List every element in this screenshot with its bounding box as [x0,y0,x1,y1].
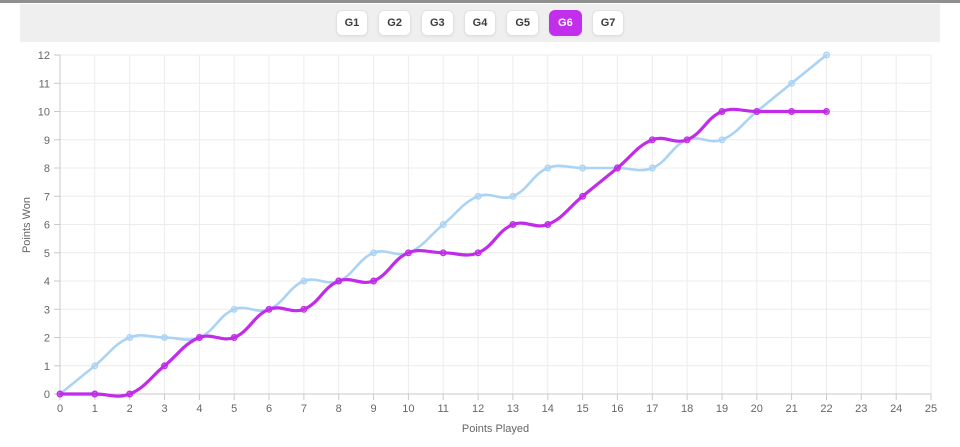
svg-text:11: 11 [39,78,50,90]
svg-text:3: 3 [161,403,167,415]
svg-text:2: 2 [127,403,133,415]
svg-text:5: 5 [231,403,237,415]
game-button-g5[interactable]: G5 [506,10,540,36]
svg-text:23: 23 [855,403,867,415]
svg-text:0: 0 [57,403,63,415]
top-border [0,0,960,3]
chart-area: 0 1 2 3 4 5 6 7 8 9 10 11 12 13 14 15 16 17 18 19 20 21 22 23 24… [0,42,960,447]
svg-text:12: 12 [472,403,484,415]
svg-text:4: 4 [196,403,202,415]
game-selector-toolbar: G1 G2 G3 G4 G5 G6 G7 [20,4,940,42]
svg-text:22: 22 [820,403,832,415]
series-blue [56,51,830,398]
game-button-g2[interactable]: G2 [378,10,411,36]
svg-text:7: 7 [301,403,307,415]
svg-text:10: 10 [402,403,414,415]
game-button-g6[interactable]: G6 [549,10,582,36]
svg-text:16: 16 [611,403,623,415]
svg-text:17: 17 [646,403,658,415]
svg-text:12: 12 [38,50,50,62]
svg-text:8: 8 [44,163,50,175]
game-button-g7[interactable]: G7 [591,10,625,36]
svg-text:14: 14 [542,403,554,415]
series-magenta [56,107,830,398]
svg-text:24: 24 [890,403,902,415]
svg-text:6: 6 [266,403,272,415]
svg-text:5: 5 [44,248,50,260]
svg-text:9: 9 [371,403,377,415]
x-axis-title: Points Played [461,423,530,435]
svg-text:4: 4 [44,276,50,288]
svg-text:21: 21 [785,403,797,415]
svg-text:25: 25 [925,403,937,415]
svg-text:0: 0 [44,389,50,401]
svg-text:1: 1 [92,403,98,415]
svg-text:11: 11 [437,403,448,415]
svg-text:2: 2 [44,333,50,345]
svg-text:7: 7 [44,191,50,203]
svg-text:10: 10 [38,107,50,119]
line-chart-canvas[interactable]: 0 1 2 3 4 5 6 7 8 9 10 11 12 13 14 15 16 17 18 19 20 21 22 23 24… [0,42,960,447]
svg-text:20: 20 [751,403,763,415]
svg-text:19: 19 [716,403,728,415]
svg-text:13: 13 [507,403,519,415]
svg-text:15: 15 [576,403,588,415]
svg-text:18: 18 [681,403,693,415]
game-button-g3[interactable]: G3 [420,10,454,36]
axis-borders [59,55,931,395]
svg-text:8: 8 [336,403,342,415]
svg-text:3: 3 [44,304,50,316]
game-button-g1[interactable]: G1 [335,10,369,36]
svg-text:6: 6 [44,220,50,232]
game-button-g4[interactable]: G4 [463,10,497,36]
y-axis-title: Points Won [21,196,33,254]
svg-text:1: 1 [44,361,50,373]
svg-text:9: 9 [44,135,50,147]
